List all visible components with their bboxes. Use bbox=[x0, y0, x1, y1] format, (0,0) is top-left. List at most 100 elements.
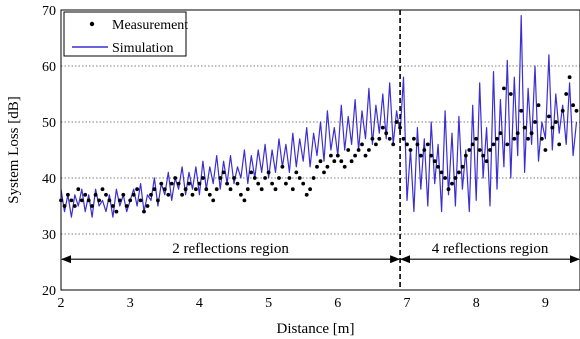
measurement-point bbox=[515, 131, 520, 136]
measurement-point bbox=[405, 142, 409, 147]
gridlines bbox=[61, 65, 580, 235]
measurement-point bbox=[228, 187, 233, 192]
measurement-point bbox=[391, 142, 396, 147]
measurement-point bbox=[550, 125, 555, 130]
measurement-point bbox=[453, 176, 458, 180]
measurement-point bbox=[308, 187, 312, 192]
measurement-point bbox=[93, 192, 98, 197]
measurement-point bbox=[86, 198, 91, 203]
measurement-point bbox=[145, 204, 150, 208]
measurement-point bbox=[398, 125, 402, 130]
measurement-point bbox=[353, 153, 357, 158]
measurement-point bbox=[401, 136, 406, 141]
measurement-point bbox=[346, 148, 351, 152]
x-tick-5: 5 bbox=[265, 296, 272, 311]
y-tick-30: 30 bbox=[42, 228, 56, 243]
measurement-point bbox=[183, 187, 188, 192]
measurement-point bbox=[543, 148, 548, 152]
legend-marker-measurement bbox=[89, 21, 95, 27]
measurement-point bbox=[363, 153, 368, 158]
legend-label-simulation: Simulation bbox=[112, 41, 173, 56]
measurement-point bbox=[432, 159, 437, 164]
measurement-point bbox=[294, 170, 299, 175]
measurement-point bbox=[315, 164, 319, 169]
measurement-point bbox=[429, 153, 434, 158]
measurement-point bbox=[571, 103, 575, 108]
measurement-point bbox=[349, 159, 354, 164]
measurement-point bbox=[128, 198, 133, 203]
measurement-point bbox=[225, 181, 230, 186]
x-axis-title: Distance [m] bbox=[277, 321, 355, 337]
simulation-line bbox=[60, 15, 578, 218]
measurement-point bbox=[450, 181, 454, 186]
measurement-series bbox=[59, 75, 579, 214]
measurement-point bbox=[553, 120, 558, 124]
y-tick-60: 60 bbox=[42, 60, 56, 75]
measurement-point bbox=[69, 198, 74, 203]
measurement-point bbox=[415, 142, 420, 147]
measurement-point bbox=[380, 125, 385, 130]
measurement-point bbox=[62, 204, 67, 208]
measurement-point bbox=[66, 192, 70, 197]
measurement-point bbox=[564, 92, 569, 96]
measurement-point bbox=[418, 153, 423, 158]
measurement-point bbox=[176, 181, 181, 186]
measurement-point bbox=[197, 181, 202, 186]
measurement-point bbox=[325, 164, 330, 169]
measurement-point bbox=[221, 170, 226, 175]
measurement-point bbox=[277, 176, 281, 180]
measurement-point bbox=[329, 153, 333, 158]
measurement-point bbox=[263, 176, 267, 180]
measurement-point bbox=[422, 148, 427, 152]
measurement-point bbox=[169, 181, 174, 186]
measurement-point bbox=[505, 142, 510, 147]
measurement-point bbox=[259, 187, 264, 192]
measurement-point bbox=[311, 176, 316, 180]
measurement-point bbox=[318, 159, 323, 164]
measurement-point bbox=[360, 142, 364, 147]
measurement-point bbox=[252, 176, 257, 180]
measurement-point bbox=[142, 209, 146, 214]
measurement-point bbox=[104, 192, 108, 197]
measurement-point bbox=[121, 192, 126, 197]
measurement-point bbox=[443, 176, 447, 180]
x-tick-8: 8 bbox=[473, 296, 480, 311]
measurement-point bbox=[107, 198, 112, 203]
y-tick-20: 20 bbox=[42, 284, 56, 299]
y-axis-title: System Loss [dB] bbox=[6, 96, 22, 204]
measurement-point bbox=[498, 131, 503, 136]
x-tick-4: 4 bbox=[196, 296, 203, 311]
measurement-point bbox=[270, 181, 274, 186]
measurement-point bbox=[529, 131, 534, 136]
measurement-point bbox=[239, 192, 243, 197]
measurement-point bbox=[474, 136, 479, 141]
measurement-point bbox=[162, 187, 167, 192]
x-tick-7: 7 bbox=[404, 296, 411, 311]
annotations: 2 reflections region 4 reflections region bbox=[61, 10, 580, 290]
measurement-point bbox=[536, 103, 541, 108]
measurement-point bbox=[370, 136, 375, 141]
measurement-point bbox=[79, 198, 84, 203]
measurement-point bbox=[287, 176, 292, 180]
measurement-point bbox=[190, 192, 195, 197]
measurement-point bbox=[463, 153, 468, 158]
measurement-point bbox=[194, 187, 198, 192]
measurement-point bbox=[207, 192, 212, 197]
measurement-point bbox=[100, 187, 105, 192]
measurement-point bbox=[481, 153, 485, 158]
measurement-point bbox=[533, 120, 537, 124]
measurement-point bbox=[519, 108, 524, 113]
y-tick-labels: 20 30 40 50 60 70 bbox=[42, 4, 56, 299]
measurement-point bbox=[90, 204, 94, 208]
measurement-point bbox=[111, 204, 115, 208]
measurement-point bbox=[201, 176, 205, 180]
measurement-point bbox=[488, 148, 492, 152]
measurement-point bbox=[425, 142, 430, 147]
measurement-point bbox=[159, 181, 164, 186]
measurement-point bbox=[290, 187, 295, 192]
measurement-point bbox=[301, 181, 306, 186]
measurement-point bbox=[297, 176, 302, 180]
measurement-point bbox=[574, 108, 579, 113]
region-label-1: 2 reflections region bbox=[172, 241, 289, 257]
